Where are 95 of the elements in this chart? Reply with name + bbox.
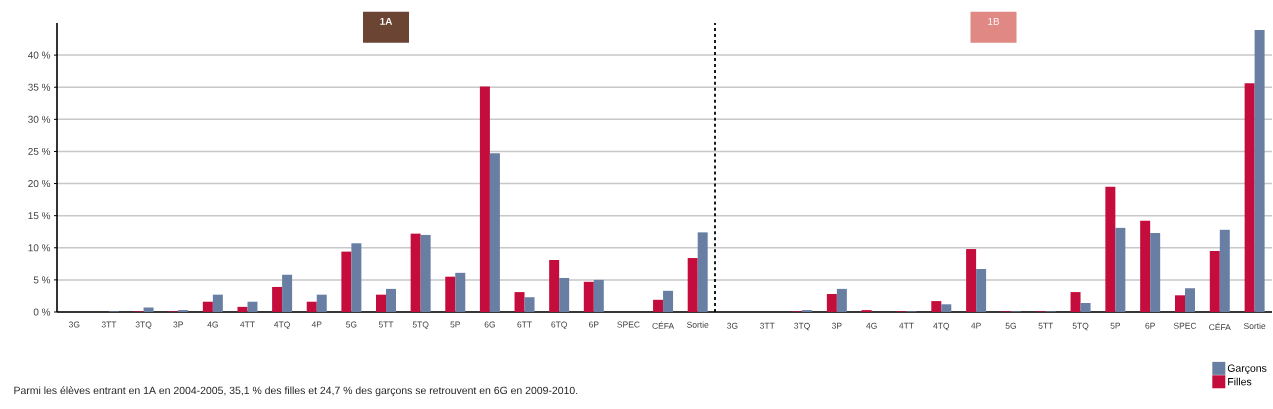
- bar: [445, 276, 456, 312]
- x-tick-label: Sortie: [687, 321, 709, 328]
- y-tick-label: 10 %: [28, 244, 51, 252]
- x-tick-label: 5TT: [378, 321, 394, 328]
- bar: [410, 233, 421, 312]
- bar: [341, 251, 352, 312]
- bar: [583, 281, 594, 312]
- x-tick-label: 4TQ: [274, 321, 290, 330]
- bar: [1080, 303, 1091, 312]
- bar: [549, 259, 560, 312]
- x-tick-label: 5P: [1110, 322, 1121, 329]
- bar: [479, 86, 490, 312]
- y-tick-label: 15 %: [28, 212, 51, 220]
- bar: [1140, 220, 1151, 312]
- x-tick-label: 6P: [589, 321, 599, 328]
- x-tick-label: 5TT: [1038, 322, 1054, 329]
- bar: [455, 272, 466, 312]
- bar: [316, 294, 327, 312]
- x-tick-label: 3P: [832, 322, 842, 329]
- x-tick-label: 3TQ: [135, 321, 152, 330]
- x-tick-label: 6TQ: [551, 321, 567, 330]
- bar: [966, 249, 977, 312]
- x-tick-label: 5G: [1005, 322, 1016, 329]
- bar: [663, 290, 674, 312]
- x-tick-label: 5TQ: [1072, 322, 1089, 331]
- y-tick-label: 40 %: [28, 51, 51, 59]
- bar: [212, 294, 223, 312]
- bar: [559, 277, 570, 312]
- bar: [1209, 250, 1220, 312]
- bar: [306, 301, 317, 312]
- bar: [826, 294, 837, 312]
- bar: [687, 258, 698, 312]
- y-tick-label: 5 %: [33, 276, 51, 284]
- x-tick-label: SPEC: [617, 321, 640, 328]
- bar: [697, 232, 708, 312]
- x-tick-label: 3TT: [760, 322, 775, 329]
- bar: [1070, 292, 1081, 312]
- x-tick-label: 4G: [866, 322, 877, 329]
- bar: [1174, 295, 1185, 312]
- y-tick-label: 25 %: [28, 147, 51, 155]
- chart-title: 1B: [988, 17, 1000, 25]
- bar: [524, 297, 535, 312]
- x-tick-label: 6P: [1145, 322, 1155, 329]
- x-tick-label: CÉFA: [652, 321, 675, 329]
- legend-label: Filles: [1228, 377, 1252, 386]
- x-tick-label: 4P: [311, 321, 322, 328]
- x-tick-label: 3G: [727, 322, 738, 329]
- x-tick-label: 5TQ: [412, 321, 429, 330]
- bar: [282, 274, 293, 312]
- bar: [272, 286, 283, 312]
- bar: [1184, 288, 1195, 312]
- bar: [976, 268, 987, 312]
- bar: [941, 304, 952, 312]
- y-tick-label: 0 %: [33, 308, 51, 316]
- bar: [386, 288, 396, 312]
- bar: [514, 292, 525, 312]
- bar: [931, 301, 942, 312]
- bar: [1219, 229, 1230, 312]
- x-tick-label: 5G: [346, 321, 357, 328]
- x-tick-label: 3G: [69, 321, 80, 328]
- x-tick-label: 3TT: [101, 321, 117, 328]
- text: Parmi les élèves entrant en 1A en 2004-2005, 35,1 % des filles et 24,7 % des garçons se retrouvent en 6G en 2009-2010.: [14, 386, 578, 397]
- y-tick-label: 35 %: [28, 83, 51, 91]
- bar: [653, 299, 664, 312]
- y-tick-label: 20 %: [28, 180, 51, 188]
- bar: [351, 243, 362, 312]
- x-tick-label: 4TT: [899, 322, 914, 329]
- bar: [376, 294, 386, 312]
- x-tick-label: 6G: [484, 321, 495, 328]
- bar: [836, 288, 847, 312]
- x-tick-label: 6TT: [517, 321, 532, 328]
- x-tick-label: 3TQ: [794, 322, 810, 331]
- x-tick-label: 3P: [173, 321, 183, 328]
- x-tick-label: 4TT: [240, 321, 255, 328]
- x-tick-label: Sortie: [1243, 322, 1266, 329]
- bar: [247, 301, 258, 312]
- bar: [489, 153, 500, 312]
- x-tick-label: SPEC: [1173, 322, 1197, 329]
- x-tick-label: 4TQ: [933, 322, 950, 331]
- bar: [1150, 233, 1161, 312]
- x-tick-label: CÉFA: [1209, 322, 1231, 331]
- chart-title: 1A: [380, 17, 393, 25]
- y-tick-label: 30 %: [28, 115, 51, 123]
- bar: [1244, 83, 1255, 312]
- x-tick-label: 4P: [971, 322, 981, 329]
- bar: [420, 234, 431, 312]
- bar: [237, 306, 248, 312]
- x-tick-label: 4G: [207, 321, 218, 328]
- bar: [1115, 227, 1126, 312]
- bar: [593, 279, 604, 312]
- bar: [1254, 30, 1265, 312]
- bar: [1105, 186, 1116, 312]
- bar: [202, 301, 213, 312]
- legend-label: Garçons: [1227, 364, 1267, 374]
- x-tick-label: 5P: [450, 321, 460, 328]
